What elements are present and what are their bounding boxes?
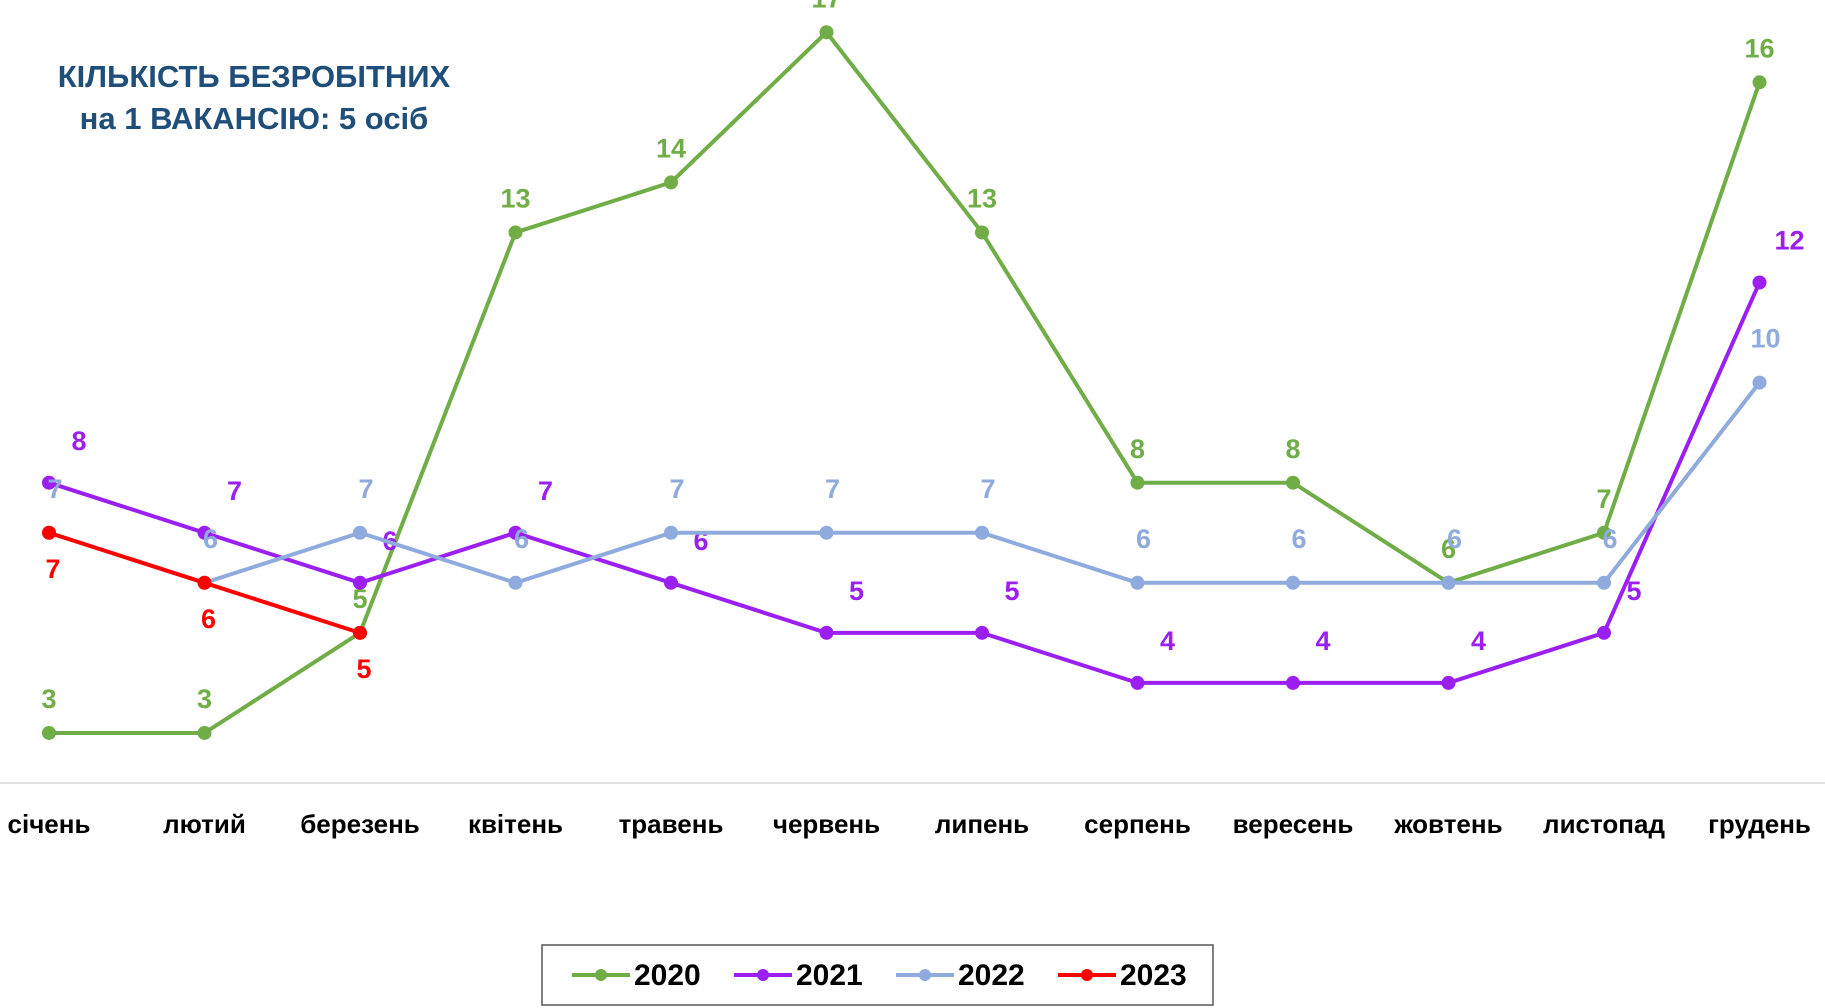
x-tick-label: червень bbox=[773, 809, 880, 839]
data-label: 6 bbox=[1602, 524, 1617, 554]
x-tick-label: лютий bbox=[163, 809, 246, 839]
data-point bbox=[1130, 475, 1145, 490]
legend-label: 2021 bbox=[796, 959, 863, 992]
data-point bbox=[664, 525, 678, 540]
x-tick-label: жовтень bbox=[1393, 809, 1502, 839]
data-label: 10 bbox=[1750, 324, 1780, 354]
data-label: 6 bbox=[1447, 524, 1462, 554]
data-label: 5 bbox=[352, 584, 367, 614]
data-label: 6 bbox=[693, 526, 708, 556]
data-point bbox=[1441, 575, 1456, 590]
data-point bbox=[1441, 675, 1456, 690]
data-label: 7 bbox=[47, 474, 62, 504]
data-label: 16 bbox=[1744, 33, 1774, 63]
data-point bbox=[664, 175, 678, 190]
data-point bbox=[353, 525, 367, 540]
data-label: 7 bbox=[358, 474, 373, 504]
data-label: 6 bbox=[1441, 534, 1456, 564]
data-point bbox=[975, 225, 989, 240]
legend-label: 2022 bbox=[958, 959, 1025, 992]
data-label: 13 bbox=[967, 184, 997, 214]
data-point bbox=[42, 725, 56, 740]
data-point bbox=[1286, 675, 1300, 690]
chart-subtitle: на 1 ВАКАНСІЮ: 5 осіб bbox=[80, 101, 429, 136]
data-point bbox=[42, 525, 56, 540]
data-label: 5 bbox=[849, 576, 864, 606]
data-point bbox=[1597, 525, 1611, 540]
data-point bbox=[1752, 375, 1767, 390]
data-label: 5 bbox=[1004, 576, 1019, 606]
data-label: 6 bbox=[1136, 524, 1151, 554]
data-point bbox=[664, 575, 678, 590]
data-point bbox=[42, 475, 56, 490]
data-point bbox=[197, 575, 212, 590]
data-point bbox=[508, 525, 523, 540]
data-point bbox=[1597, 575, 1611, 590]
data-label: 6 bbox=[514, 524, 529, 554]
data-point bbox=[1130, 675, 1145, 690]
data-label: 14 bbox=[656, 134, 686, 164]
legend-marker bbox=[1081, 969, 1093, 981]
data-point bbox=[1752, 275, 1767, 290]
data-point bbox=[353, 625, 367, 640]
legend-label: 2023 bbox=[1120, 959, 1187, 992]
data-point bbox=[819, 25, 834, 40]
x-tick-label: березень bbox=[300, 809, 420, 839]
data-label: 17 bbox=[811, 0, 841, 13]
data-point bbox=[508, 575, 523, 590]
data-label: 7 bbox=[45, 554, 60, 584]
x-tick-label: січень bbox=[8, 809, 91, 839]
x-tick-label: вересень bbox=[1233, 809, 1354, 839]
data-label: 5 bbox=[356, 654, 371, 684]
data-label: 3 bbox=[197, 684, 212, 714]
data-label: 6 bbox=[1291, 524, 1306, 554]
data-point bbox=[1597, 625, 1611, 640]
data-point bbox=[819, 525, 834, 540]
data-point bbox=[975, 625, 989, 640]
series-line bbox=[48, 281, 1762, 685]
data-label: 13 bbox=[500, 184, 530, 214]
data-label: 8 bbox=[71, 426, 86, 456]
legend-marker bbox=[757, 969, 769, 981]
data-label: 12 bbox=[1774, 226, 1804, 256]
data-point bbox=[353, 575, 367, 590]
data-label: 5 bbox=[1626, 576, 1641, 606]
chart-title: КІЛЬКІСТЬ БЕЗРОБІТНИХ bbox=[58, 59, 451, 94]
x-tick-label: липень bbox=[935, 809, 1029, 839]
data-point bbox=[819, 625, 834, 640]
x-tick-label: серпень bbox=[1084, 809, 1191, 839]
data-label: 6 bbox=[201, 604, 216, 634]
series-line bbox=[48, 381, 1762, 585]
data-point bbox=[197, 725, 212, 740]
data-label: 4 bbox=[1471, 626, 1486, 656]
data-label: 7 bbox=[227, 476, 242, 506]
data-point bbox=[1286, 475, 1300, 490]
data-label: 7 bbox=[669, 474, 684, 504]
data-point bbox=[1752, 75, 1767, 90]
data-label: 7 bbox=[1596, 484, 1611, 514]
data-point bbox=[197, 525, 212, 540]
x-tick-label: квітень bbox=[468, 809, 563, 839]
data-label: 4 bbox=[1160, 626, 1175, 656]
data-label: 8 bbox=[1130, 434, 1145, 464]
data-point bbox=[508, 225, 523, 240]
data-label: 4 bbox=[1315, 626, 1330, 656]
x-tick-label: грудень bbox=[1708, 809, 1811, 839]
data-point bbox=[1286, 575, 1300, 590]
data-label: 7 bbox=[980, 474, 995, 504]
x-tick-label: травень bbox=[619, 809, 724, 839]
data-label: 8 bbox=[1285, 434, 1300, 464]
data-label: 7 bbox=[825, 474, 840, 504]
data-point bbox=[975, 525, 989, 540]
data-label: 7 bbox=[538, 476, 553, 506]
data-label: 6 bbox=[203, 524, 218, 554]
legend-marker bbox=[919, 969, 931, 981]
legend-label: 2020 bbox=[634, 959, 701, 992]
data-label: 3 bbox=[41, 684, 56, 714]
data-point bbox=[1130, 575, 1145, 590]
legend-marker bbox=[595, 969, 607, 981]
series-line bbox=[49, 30, 1762, 735]
x-tick-label: листопад bbox=[1543, 809, 1665, 839]
